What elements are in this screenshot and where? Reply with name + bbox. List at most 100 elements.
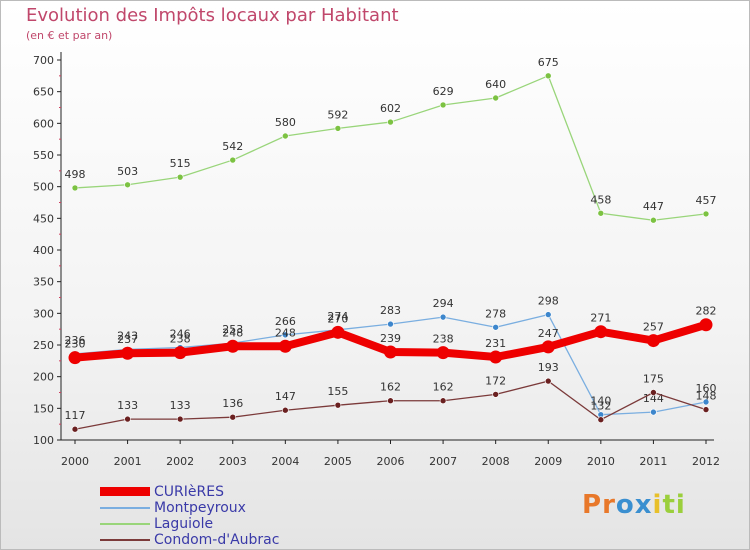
data-point: [176, 173, 184, 181]
x-tick-label: 2010: [587, 455, 615, 468]
y-tick-label: 250: [33, 339, 54, 352]
data-label: 274: [327, 310, 348, 323]
data-point: [334, 125, 342, 132]
data-label: 239: [380, 332, 401, 345]
legend-swatch: [100, 487, 150, 496]
data-label: 298: [538, 295, 559, 308]
data-label: 640: [485, 78, 506, 91]
data-label: 278: [485, 307, 506, 320]
data-label: 140: [590, 395, 611, 408]
data-label: 503: [117, 165, 138, 178]
brand-letter: i: [675, 490, 686, 520]
brand-letter: r: [602, 490, 616, 520]
y-tick-label: 100: [33, 434, 54, 447]
x-tick-label: 2008: [482, 455, 510, 468]
data-label: 447: [643, 200, 664, 213]
data-point: [176, 415, 184, 423]
data-point: [594, 325, 608, 339]
data-label: 133: [117, 399, 138, 412]
data-label: 592: [327, 108, 348, 121]
data-point: [282, 331, 289, 339]
data-label: 498: [65, 168, 86, 181]
data-label: 257: [643, 321, 664, 334]
data-label: 230: [65, 338, 86, 351]
x-tick-label: 2009: [534, 455, 562, 468]
data-label: 282: [696, 305, 717, 318]
data-point: [541, 340, 555, 354]
data-point: [282, 132, 289, 140]
data-label: 133: [170, 399, 191, 412]
data-point: [492, 391, 499, 398]
data-point: [492, 94, 499, 102]
y-tick-label: 150: [33, 402, 54, 415]
brand-letter: o: [615, 490, 635, 520]
x-tick-label: 2011: [639, 455, 667, 468]
data-point: [226, 339, 240, 353]
data-label: 243: [117, 329, 138, 342]
data-label: 117: [65, 409, 86, 422]
data-label: 283: [380, 304, 401, 317]
data-point: [650, 389, 657, 396]
y-tick-label: 650: [33, 86, 54, 99]
data-label: 270: [327, 312, 348, 325]
data-point: [544, 377, 552, 385]
y-tick-label: 350: [33, 276, 54, 289]
legend-label: Laguiole: [154, 516, 214, 532]
data-label: 175: [643, 373, 664, 386]
data-label: 136: [222, 397, 243, 410]
data-label: 162: [433, 381, 454, 394]
data-point: [282, 406, 289, 414]
data-label: 602: [380, 102, 401, 115]
data-label: 237: [117, 333, 138, 346]
y-tick-label: 450: [33, 212, 54, 225]
legend-label: Montpeyroux: [154, 500, 246, 516]
data-label: 155: [327, 385, 348, 398]
y-tick-label: 200: [33, 371, 54, 384]
data-point: [229, 413, 237, 421]
data-label: 266: [275, 315, 296, 328]
data-point: [124, 415, 131, 423]
data-point: [229, 156, 237, 164]
brand-letter: x: [634, 490, 653, 520]
data-point: [489, 350, 503, 364]
data-label: 160: [696, 382, 717, 395]
data-label: 148: [696, 390, 717, 403]
data-label: 457: [696, 194, 717, 207]
data-point: [702, 398, 710, 406]
x-tick-label: 2006: [377, 455, 405, 468]
chart-subtitle: (en € et par an): [26, 29, 113, 42]
data-point: [334, 401, 342, 409]
data-point: [173, 346, 187, 360]
data-label: 193: [538, 361, 559, 374]
legend-label: Condom-d'Aubrac: [154, 532, 280, 548]
data-point: [384, 345, 397, 359]
data-label: 238: [170, 333, 191, 346]
x-tick-label: 2004: [271, 455, 299, 468]
data-point: [597, 209, 605, 217]
chart-title: Evolution des Impôts locaux par Habitant: [26, 5, 399, 26]
data-label: 248: [275, 326, 296, 339]
data-point: [387, 118, 394, 126]
y-tick-label: 550: [33, 149, 54, 162]
data-point: [436, 346, 450, 360]
data-label: 458: [590, 193, 611, 206]
y-tick-label: 600: [33, 117, 54, 130]
x-tick-label: 2002: [166, 455, 194, 468]
x-tick-label: 2001: [114, 455, 142, 468]
data-point: [699, 318, 713, 332]
data-point: [702, 406, 710, 413]
data-label: 675: [538, 56, 559, 69]
data-label: 580: [275, 116, 296, 129]
x-tick-label: 2007: [429, 455, 457, 468]
data-point: [387, 320, 394, 328]
data-label: 236: [65, 334, 86, 347]
data-point: [544, 311, 552, 318]
data-point: [492, 323, 499, 331]
data-point: [646, 334, 660, 348]
data-point: [68, 351, 82, 365]
data-point: [439, 313, 447, 321]
data-label: 271: [590, 312, 611, 325]
x-tick-label: 2012: [692, 455, 720, 468]
